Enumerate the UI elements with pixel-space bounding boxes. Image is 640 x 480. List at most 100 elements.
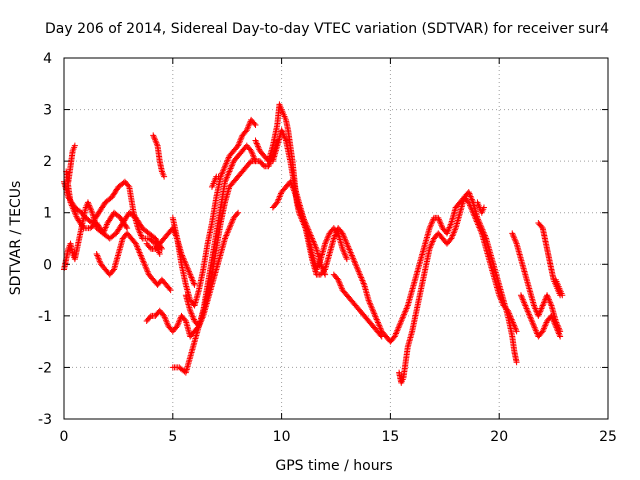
data-point xyxy=(228,162,235,169)
x-tick-label: 20 xyxy=(490,429,508,445)
data-point xyxy=(554,327,561,334)
data-point xyxy=(222,163,229,170)
series-track-16 xyxy=(330,271,385,340)
data-point xyxy=(140,259,147,266)
data-point xyxy=(225,171,232,178)
data-point xyxy=(71,142,78,149)
data-point xyxy=(279,128,286,135)
data-point xyxy=(186,270,193,277)
data-point xyxy=(480,204,487,211)
data-point xyxy=(252,137,259,144)
data-point xyxy=(351,258,358,265)
data-point xyxy=(527,315,534,322)
data-point xyxy=(136,249,143,256)
data-point xyxy=(527,314,534,321)
data-point xyxy=(533,329,540,336)
data-point xyxy=(394,326,401,333)
data-point xyxy=(522,302,529,309)
series-track-7 xyxy=(150,132,168,180)
data-point xyxy=(540,299,547,306)
data-point xyxy=(521,301,528,308)
data-point xyxy=(443,230,450,237)
data-point xyxy=(427,222,434,229)
data-point xyxy=(103,222,110,229)
data-point xyxy=(143,267,150,274)
data-point xyxy=(404,304,411,311)
data-point xyxy=(225,155,232,162)
data-point xyxy=(88,206,95,213)
data-point xyxy=(355,268,362,275)
data-point xyxy=(322,240,329,247)
data-point xyxy=(435,214,442,221)
data-point xyxy=(146,244,153,251)
data-point xyxy=(222,235,229,242)
data-point xyxy=(245,122,252,129)
data-point xyxy=(136,229,143,236)
data-point xyxy=(519,296,526,303)
data-point xyxy=(317,261,324,268)
data-point xyxy=(482,234,489,241)
data-point xyxy=(167,287,174,294)
data-point xyxy=(102,225,109,232)
data-point xyxy=(100,230,107,237)
data-point xyxy=(253,140,260,147)
data-point xyxy=(373,316,380,323)
data-point xyxy=(474,214,481,221)
data-point xyxy=(371,310,378,317)
data-point xyxy=(140,258,147,265)
data-point xyxy=(223,158,230,165)
data-point xyxy=(290,186,297,193)
data-point xyxy=(365,297,372,304)
data-point xyxy=(392,332,399,339)
data-point xyxy=(124,225,131,232)
data-point xyxy=(360,278,367,285)
data-point xyxy=(224,172,231,179)
data-point xyxy=(478,225,485,232)
data-point xyxy=(376,323,383,330)
data-point xyxy=(244,125,251,132)
data-point xyxy=(437,219,444,226)
data-point xyxy=(467,193,474,200)
data-point xyxy=(435,216,442,223)
y-axis-label: SDTVAR / TECUs xyxy=(8,181,24,296)
data-point xyxy=(102,224,109,231)
data-point xyxy=(299,213,306,220)
data-point xyxy=(402,308,409,315)
data-point xyxy=(247,159,254,166)
data-point xyxy=(255,144,262,151)
data-point xyxy=(225,228,232,235)
data-point xyxy=(236,139,243,146)
data-point xyxy=(161,312,168,319)
data-point xyxy=(355,267,362,274)
data-point xyxy=(141,261,148,268)
data-point xyxy=(311,241,318,248)
data-point xyxy=(373,315,380,322)
data-point xyxy=(324,234,331,241)
data-point xyxy=(369,307,376,314)
data-point xyxy=(512,237,519,244)
data-point xyxy=(521,299,528,306)
data-point xyxy=(135,248,142,255)
data-point xyxy=(189,313,196,320)
series-track-17 xyxy=(396,189,520,386)
data-point xyxy=(296,204,303,211)
data-point xyxy=(375,320,382,327)
data-point xyxy=(332,232,339,239)
data-point xyxy=(266,161,273,168)
data-point xyxy=(135,226,142,233)
data-point xyxy=(547,299,554,306)
data-point xyxy=(429,217,436,224)
data-point xyxy=(340,231,347,238)
data-point xyxy=(336,279,343,286)
data-point xyxy=(536,309,543,316)
data-point xyxy=(475,217,482,224)
data-point xyxy=(448,234,455,241)
data-point xyxy=(343,240,350,247)
data-point xyxy=(139,256,146,263)
series-track-19 xyxy=(509,230,564,335)
grid xyxy=(64,58,608,419)
data-point xyxy=(368,304,375,311)
data-point xyxy=(88,208,95,215)
data-point xyxy=(282,136,289,143)
data-point xyxy=(480,228,487,235)
